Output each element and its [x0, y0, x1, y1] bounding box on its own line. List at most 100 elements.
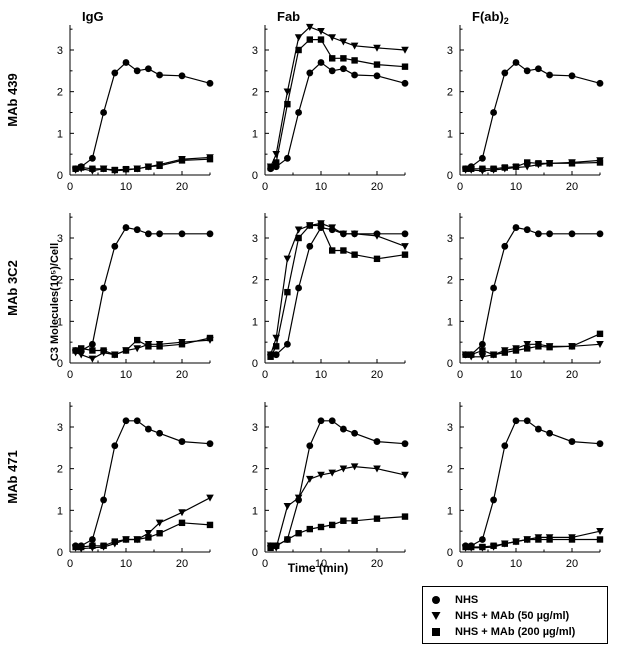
- data-point: [535, 160, 542, 167]
- data-point: [133, 417, 141, 425]
- data-point: [596, 159, 604, 166]
- data-point: [523, 417, 531, 425]
- data-point: [295, 284, 302, 292]
- data-point: [596, 440, 604, 448]
- data-point: [178, 72, 186, 80]
- data-point: [401, 471, 409, 479]
- data-point: [294, 494, 303, 502]
- data-point: [523, 67, 531, 75]
- data-point: [284, 536, 291, 543]
- y-tick-label: 0: [57, 547, 63, 559]
- data-point: [479, 340, 486, 348]
- data-point: [283, 88, 292, 96]
- x-tick-label: 20: [371, 558, 383, 570]
- x-tick-label: 10: [510, 558, 522, 570]
- y-tick-label: 3: [57, 233, 63, 245]
- data-point: [339, 465, 348, 473]
- data-point: [178, 519, 186, 527]
- y-tick-label: 1: [252, 128, 258, 140]
- column-header-subscript: 2: [504, 16, 509, 26]
- x-tick-label: 0: [67, 558, 73, 570]
- series-line: [270, 420, 406, 547]
- data-point: [178, 341, 186, 348]
- series-line: [270, 226, 405, 356]
- data-point: [479, 347, 486, 354]
- data-point: [284, 154, 291, 162]
- data-point: [350, 230, 359, 238]
- panel: 0 1 2 3 0 10 20: [252, 23, 409, 193]
- y-tick-label: 1: [447, 505, 453, 517]
- data-point: [401, 230, 409, 238]
- data-point: [512, 59, 520, 66]
- y-tick-label: 3: [447, 45, 453, 57]
- data-point: [373, 255, 381, 263]
- column-header: F(ab)2: [472, 9, 509, 26]
- y-tick-label: 2: [447, 464, 453, 476]
- data-point: [535, 230, 542, 238]
- x-tick-label: 20: [371, 181, 383, 193]
- data-point: [535, 425, 542, 433]
- data-point: [206, 494, 214, 502]
- data-point: [328, 469, 336, 477]
- y-tick-label: 2: [57, 464, 63, 476]
- series-line: [465, 343, 601, 358]
- panel: 0 1 2 3 0 10 20: [57, 402, 214, 570]
- data-point: [317, 28, 325, 36]
- data-point: [524, 159, 531, 166]
- data-point: [134, 336, 141, 344]
- y-tick-label: 1: [447, 128, 453, 140]
- data-point: [351, 429, 358, 437]
- x-tick-label: 0: [457, 181, 463, 193]
- data-point: [317, 417, 325, 425]
- data-point: [351, 251, 358, 258]
- y-tick-label: 0: [447, 547, 453, 559]
- data-point: [401, 79, 409, 87]
- data-point: [568, 343, 576, 350]
- x-tick-label: 0: [262, 181, 268, 193]
- data-point: [401, 440, 409, 448]
- y-tick-label: 1: [57, 316, 63, 328]
- panel: 0 1 2 3 0 10 20: [57, 213, 214, 381]
- data-point: [373, 232, 381, 240]
- data-point: [501, 540, 508, 547]
- data-point: [524, 345, 531, 352]
- data-point: [122, 224, 130, 231]
- data-point: [501, 69, 509, 77]
- data-point: [133, 67, 141, 75]
- data-point: [535, 536, 542, 543]
- data-point: [273, 159, 280, 166]
- data-point: [373, 438, 381, 445]
- data-point: [89, 154, 96, 162]
- x-tick-label: 20: [176, 181, 188, 193]
- x-tick-label: 10: [315, 558, 327, 570]
- data-point: [133, 226, 141, 234]
- data-point: [317, 222, 325, 229]
- series-line: [270, 61, 406, 170]
- data-point: [351, 71, 358, 79]
- data-point: [351, 517, 358, 524]
- y-tick-label: 3: [57, 45, 63, 57]
- data-point: [546, 343, 553, 351]
- y-tick-label: 2: [57, 87, 63, 99]
- data-point: [401, 63, 409, 70]
- data-point: [122, 417, 130, 425]
- data-point: [490, 496, 497, 504]
- data-point: [512, 224, 520, 231]
- row-label: MAb 3C2: [5, 260, 20, 316]
- data-point: [490, 165, 497, 172]
- x-tick-label: 20: [566, 181, 578, 193]
- data-point: [306, 442, 314, 450]
- data-point: [284, 340, 291, 348]
- data-point: [340, 517, 347, 524]
- data-point: [156, 71, 163, 79]
- data-point: [490, 542, 497, 549]
- series-line: [270, 222, 406, 355]
- y-tick-label: 1: [57, 505, 63, 517]
- x-tick-label: 20: [566, 369, 578, 381]
- series-line: [75, 226, 210, 352]
- data-point: [111, 442, 119, 450]
- data-point: [145, 65, 152, 73]
- x-tick-label: 10: [120, 181, 132, 193]
- data-point: [111, 351, 118, 358]
- data-point: [306, 36, 313, 43]
